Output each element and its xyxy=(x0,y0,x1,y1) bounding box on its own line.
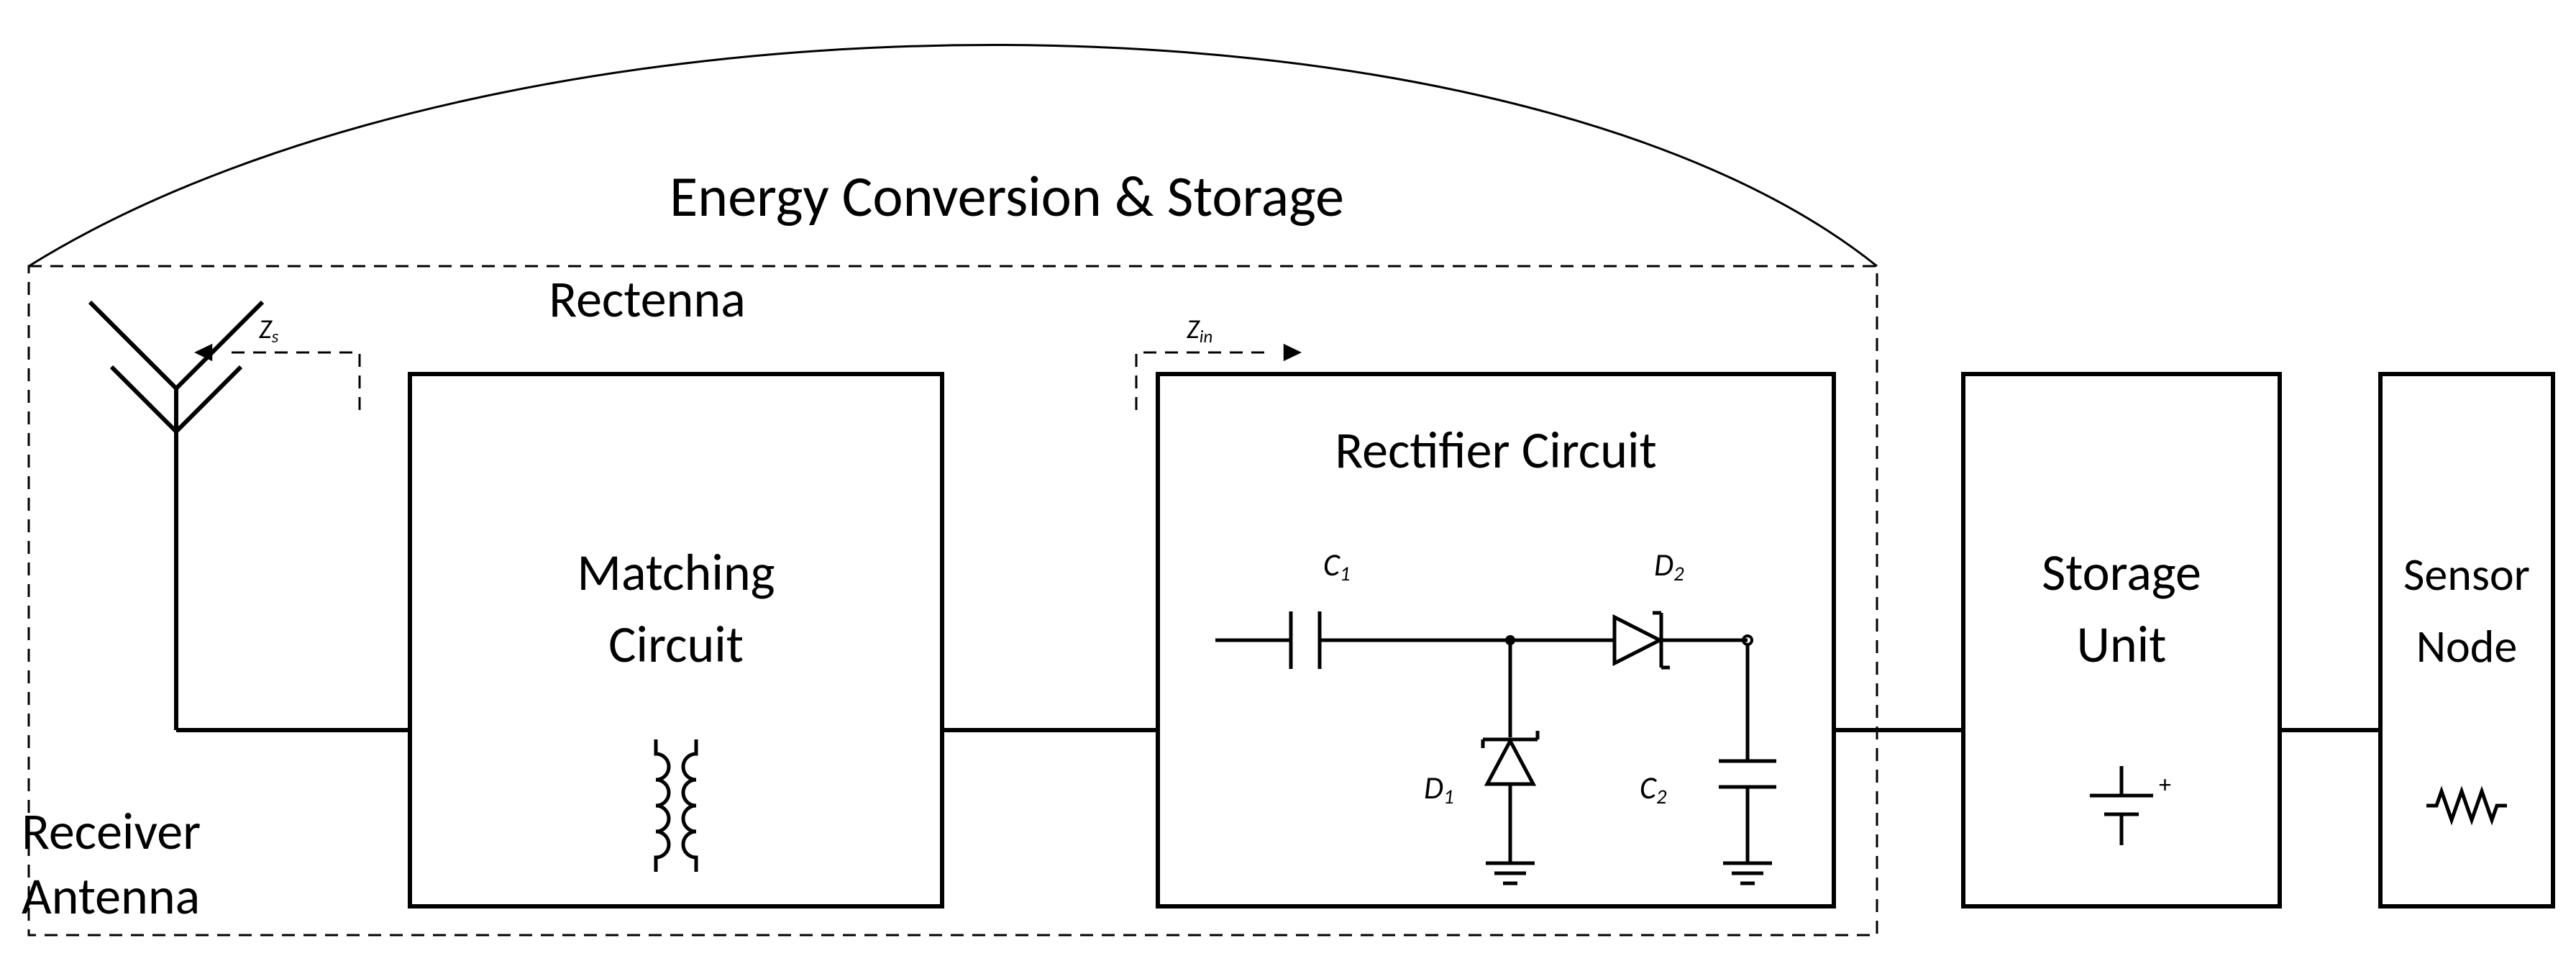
transformer-icon xyxy=(656,739,669,872)
c1-label: C1 xyxy=(1323,545,1351,586)
rectifier-title: Rectifier Circuit xyxy=(1335,419,1656,482)
resistor-icon xyxy=(2426,791,2507,820)
storage-label: Unit xyxy=(2077,613,2167,676)
antenna-arm xyxy=(176,302,262,388)
antenna-label: Receiver xyxy=(22,800,201,863)
antenna-label: Antenna xyxy=(22,865,200,928)
matching-label: Matching xyxy=(577,541,775,604)
zs-leader xyxy=(223,352,360,410)
zs-label: Zs xyxy=(259,313,279,347)
d1-icon xyxy=(1487,741,1533,784)
zin-label: Zin xyxy=(1187,313,1212,347)
sensor-label: Sensor xyxy=(2403,547,2530,603)
title-rectenna: Rectenna xyxy=(549,268,745,331)
d1-label: D1 xyxy=(1424,768,1454,809)
battery-plus: + xyxy=(2159,770,2171,800)
d2-label: D2 xyxy=(1654,545,1684,586)
c2-label: C2 xyxy=(1640,768,1667,809)
matching-label: Circuit xyxy=(608,613,744,676)
energy-group-box xyxy=(29,266,1877,935)
arc-bracket xyxy=(29,45,1877,267)
sensor-label: Node xyxy=(2416,619,2518,675)
d2-icon xyxy=(1614,617,1660,663)
storage-label: Storage xyxy=(2042,541,2201,604)
title-energy: Energy Conversion & Storage xyxy=(670,162,1344,232)
antenna-arm xyxy=(90,302,176,388)
